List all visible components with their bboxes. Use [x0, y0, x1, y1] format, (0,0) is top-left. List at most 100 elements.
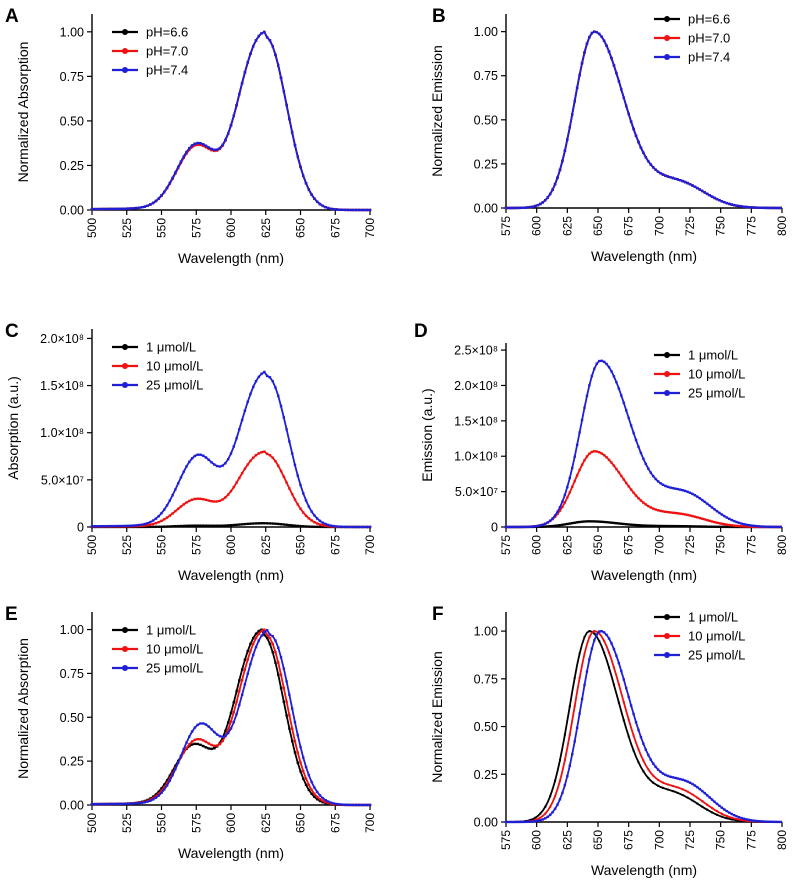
data-point [659, 509, 662, 513]
data-point [728, 811, 731, 814]
data-point [666, 485, 670, 489]
y-tick-label: 0.50 [474, 113, 498, 127]
data-point [571, 521, 574, 525]
data-point [282, 523, 286, 526]
data-point [548, 525, 552, 528]
data-point [252, 642, 255, 646]
data-point [656, 524, 660, 528]
data-point [182, 470, 185, 473]
data-point [573, 479, 576, 483]
data-point [274, 661, 277, 664]
data-point [171, 769, 174, 773]
data-point [556, 803, 559, 806]
data-point [188, 499, 191, 503]
data-point [701, 525, 704, 528]
data-point [202, 739, 205, 742]
legend-entry: pH=7.4 [688, 50, 730, 65]
data-point [140, 523, 144, 526]
data-point [639, 451, 643, 455]
data-point [196, 141, 199, 145]
y-tick-label: 1.0×10⁸ [40, 426, 84, 440]
data-point [598, 359, 601, 363]
data-point [215, 464, 219, 468]
data-point [595, 633, 598, 636]
data-point [118, 524, 121, 528]
data-point [299, 483, 302, 487]
data-point [329, 801, 333, 804]
data-point [174, 509, 177, 513]
data-point [539, 819, 542, 822]
x-tick-label: 575 [189, 218, 203, 238]
data-point [207, 146, 210, 149]
data-point [240, 693, 244, 697]
data-point [612, 683, 615, 686]
x-tick-label: 525 [120, 218, 134, 238]
data-point [713, 800, 716, 803]
data-point [307, 783, 311, 787]
data-point [615, 521, 618, 525]
data-point [124, 524, 127, 528]
data-point [678, 512, 682, 515]
data-point [620, 474, 623, 478]
data-point [210, 499, 213, 503]
data-point [561, 791, 564, 795]
data-point [151, 519, 155, 522]
data-point [656, 768, 660, 771]
data-point [307, 788, 311, 792]
data-point [534, 204, 537, 208]
data-point [573, 677, 576, 680]
data-point [288, 487, 291, 490]
data-point [659, 770, 662, 774]
data-point [747, 818, 751, 822]
data-point [600, 35, 603, 38]
data-point [160, 519, 163, 523]
x-tick-label: 700 [363, 813, 377, 833]
y-tick-label: 0 [491, 521, 498, 535]
x-tick-label: 750 [714, 216, 728, 236]
data-point [737, 204, 741, 208]
x-tick-label: 600 [224, 813, 238, 833]
data-point [121, 207, 124, 210]
data-point [352, 525, 355, 529]
data-point [268, 454, 272, 457]
data-point [519, 206, 522, 210]
data-point [307, 773, 311, 777]
legend-marker [664, 54, 670, 60]
data-point [517, 525, 520, 529]
series-line [92, 30, 370, 211]
data-point [235, 103, 238, 107]
data-point [696, 186, 699, 190]
data-point [188, 147, 191, 150]
x-axis-label: Wavelength (nm) [178, 250, 284, 266]
x-tick-label: 750 [714, 830, 728, 850]
data-point [534, 818, 537, 821]
data-point [764, 206, 768, 210]
data-point [696, 516, 699, 519]
data-point [720, 200, 724, 203]
data-point [313, 786, 316, 789]
data-point [548, 813, 552, 817]
data-point [107, 207, 110, 211]
data-point [524, 206, 527, 209]
data-point [215, 733, 219, 736]
legend-marker [122, 344, 128, 350]
data-point [696, 495, 699, 498]
series-blue [504, 359, 782, 529]
data-point [113, 524, 116, 528]
x-tick-label: 625 [259, 535, 273, 555]
data-point [764, 525, 768, 528]
data-point [274, 53, 277, 57]
data-point [720, 812, 723, 815]
data-point [598, 630, 601, 633]
data-point [277, 673, 280, 677]
data-point [629, 523, 633, 526]
data-point [304, 182, 308, 185]
data-point [243, 683, 247, 686]
data-point [566, 485, 569, 489]
x-tick-label: 625 [560, 830, 574, 850]
data-point [661, 510, 665, 513]
data-point [612, 64, 616, 67]
data-point [732, 814, 736, 817]
data-point [151, 525, 155, 529]
data-point [190, 144, 194, 147]
